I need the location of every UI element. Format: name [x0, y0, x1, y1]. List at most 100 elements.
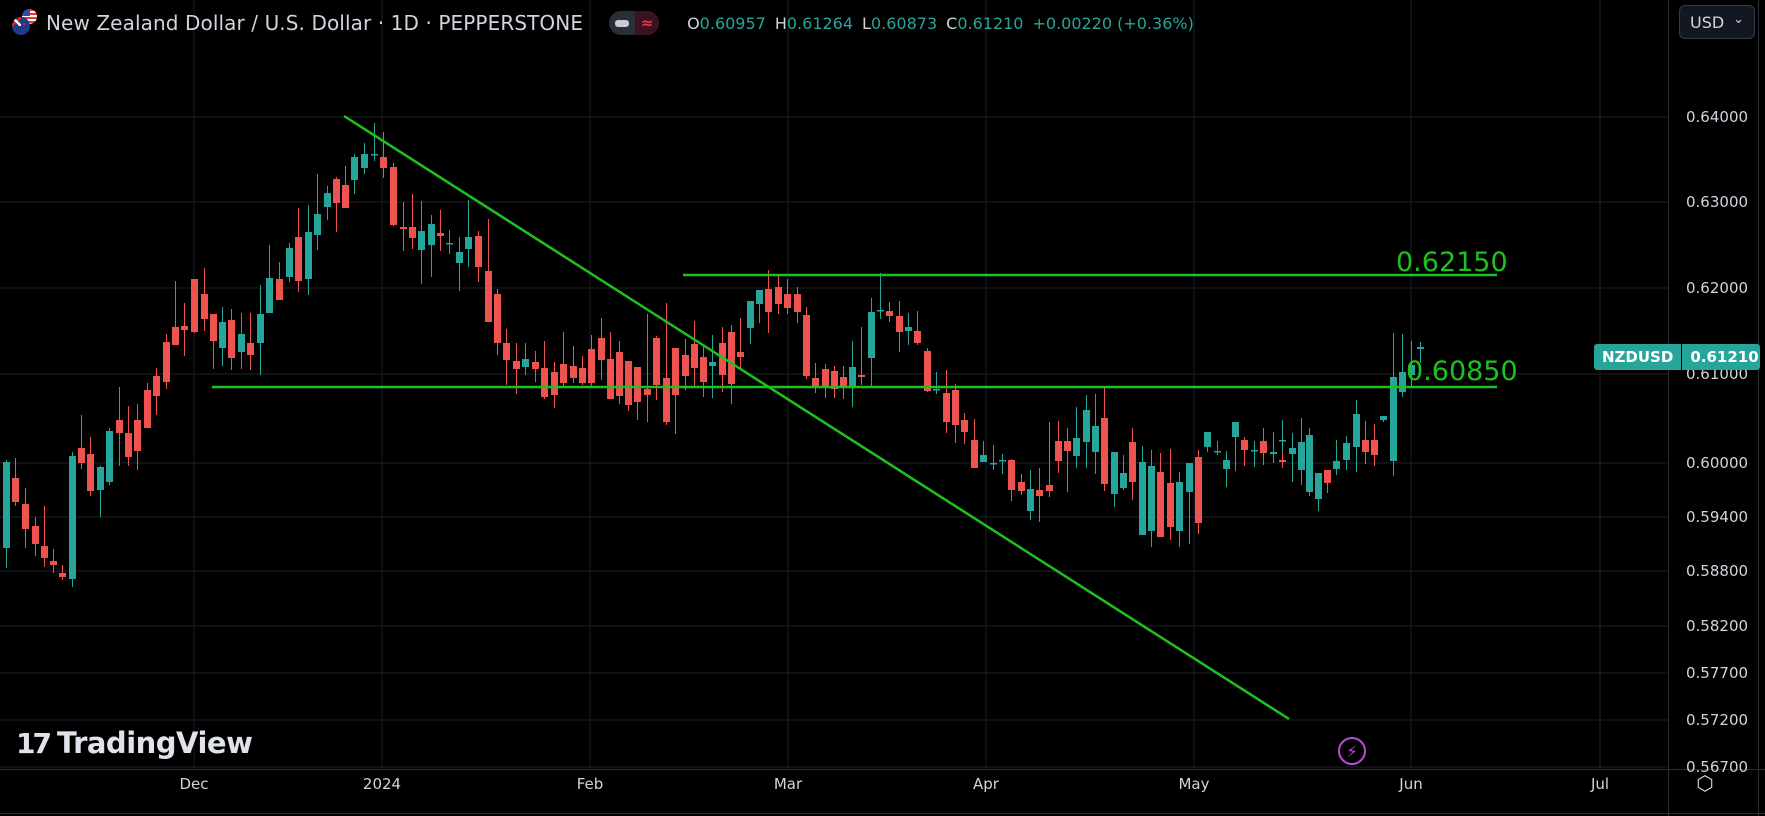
candle-body	[465, 237, 472, 249]
candle-body	[868, 312, 875, 358]
time-tick-label: Jun	[1399, 775, 1423, 793]
time-tick-label: Mar	[773, 775, 803, 793]
candle-body	[22, 504, 29, 529]
candle-body	[1139, 462, 1146, 535]
candle-body	[351, 157, 358, 180]
candle-body	[700, 357, 707, 382]
candle-body	[437, 233, 444, 236]
candle-body	[106, 431, 113, 482]
candle-body	[78, 448, 85, 463]
candle-body	[305, 232, 312, 279]
candle-body	[97, 467, 104, 490]
candle-body	[579, 368, 586, 383]
candle-body	[1306, 435, 1313, 492]
open-value: O0.60957	[687, 13, 766, 33]
candle-body	[933, 389, 940, 391]
candle-body	[914, 331, 921, 343]
candle-body	[943, 393, 950, 422]
lightning-icon[interactable]: ⚡	[1338, 737, 1366, 765]
candle-body	[831, 371, 838, 389]
candle-body	[219, 322, 226, 348]
ohlc-legend: O0.60957 H0.61264 L0.60873 C0.61210 +0.0…	[687, 14, 1194, 33]
candle-body	[1223, 460, 1230, 469]
candle-body	[181, 326, 188, 330]
candle-body	[247, 343, 254, 355]
candle-body	[428, 224, 435, 245]
candle-body	[446, 243, 453, 245]
candle-body	[625, 361, 632, 405]
wave-icon[interactable]: ≈	[635, 11, 660, 35]
candle-body	[551, 372, 558, 395]
candle-body	[961, 420, 968, 432]
candle-body	[371, 154, 378, 156]
currency-select[interactable]: USD ⌄	[1679, 5, 1755, 39]
candle-body	[314, 214, 321, 235]
candle-body	[990, 463, 997, 465]
candle-body	[1408, 365, 1415, 375]
candle-body	[1251, 450, 1258, 452]
candle-body	[737, 352, 744, 357]
candle-body	[1390, 377, 1397, 461]
candle-body	[1214, 451, 1221, 453]
candle-body	[485, 271, 492, 322]
candle-body	[588, 349, 595, 383]
candle-body	[1362, 440, 1369, 452]
candle-body	[266, 278, 273, 313]
candle-body	[924, 351, 931, 391]
close-value: C0.61210	[946, 13, 1024, 33]
candle-body	[475, 236, 482, 267]
candle-body	[794, 294, 801, 312]
candle-body	[41, 546, 48, 558]
candle-body	[1120, 473, 1127, 488]
candle-body	[1343, 443, 1350, 460]
candle-body	[342, 185, 349, 208]
candle-body	[390, 167, 397, 225]
price-tick-label: 0.60000	[1686, 454, 1749, 472]
candle-body	[1399, 372, 1406, 392]
time-tick-label: Dec	[179, 775, 209, 793]
settings-icon[interactable]: ⬡	[1696, 771, 1714, 795]
candle-body	[503, 343, 510, 360]
candle-body	[858, 375, 865, 377]
candle-body	[822, 369, 829, 386]
candle-body	[1260, 441, 1267, 453]
candle-body	[784, 294, 791, 308]
candle-body	[1333, 461, 1340, 469]
candle-body	[276, 279, 283, 300]
candle-body	[980, 455, 987, 462]
price-tick-label: 0.64000	[1686, 108, 1749, 126]
candle-body	[134, 420, 141, 451]
candle-body	[238, 334, 245, 352]
candle-body	[560, 364, 567, 383]
collapse-icon[interactable]	[609, 11, 635, 35]
candle-body	[257, 314, 264, 343]
candle-body	[1129, 442, 1136, 482]
price-tick-label: 0.57700	[1686, 664, 1749, 682]
candle-body	[691, 344, 698, 368]
candle-body	[1417, 347, 1424, 349]
low-value: L0.60873	[862, 13, 938, 33]
time-tick-label: May	[1178, 775, 1210, 793]
candle-body	[1380, 416, 1387, 420]
symbol-title[interactable]: New Zealand Dollar / U.S. Dollar · 1D · …	[46, 11, 584, 35]
candle-body	[1195, 457, 1202, 523]
indicator-toggle[interactable]: ≈	[609, 11, 660, 35]
level-label[interactable]: 0.60850	[1406, 356, 1518, 387]
candle-body	[1186, 463, 1193, 492]
candle-body	[1353, 414, 1360, 447]
candle-body	[1148, 466, 1155, 531]
candle-body	[1241, 440, 1248, 450]
candle-body	[1046, 485, 1053, 491]
candle-body	[12, 478, 19, 502]
price-tag-symbol: NZDUSD	[1594, 344, 1682, 370]
trend-line	[343, 114, 1290, 721]
candle-body	[682, 355, 689, 376]
tradingview-logo[interactable]: 17 TradingView	[16, 726, 253, 760]
level-label[interactable]: 0.62150	[1396, 247, 1508, 278]
candle-body	[494, 294, 501, 343]
candle-body	[1232, 422, 1239, 437]
candle-body	[728, 332, 735, 384]
candle-body	[616, 352, 623, 396]
currency-label: USD	[1690, 12, 1725, 32]
